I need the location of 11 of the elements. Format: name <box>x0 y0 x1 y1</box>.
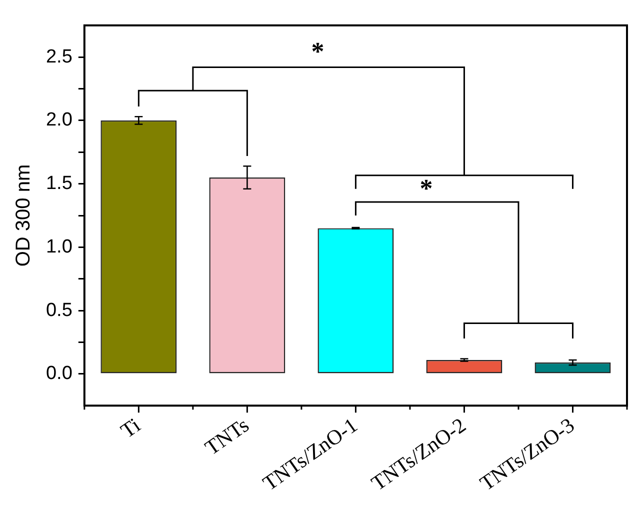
y-tick-label: 2.0 <box>46 110 72 131</box>
y-tick-label: 0.0 <box>46 363 72 384</box>
annotation: * <box>311 37 324 66</box>
y-axis-title: OD 300 nm <box>12 164 35 267</box>
x-tick-label: Ti <box>116 412 145 443</box>
y-tick-label: 0.5 <box>46 300 72 321</box>
y-tick-label: 2.5 <box>46 46 72 68</box>
y-tick-label: 1.5 <box>46 173 72 194</box>
annotation: * <box>420 174 433 203</box>
y-tick-label: 1.0 <box>46 236 72 258</box>
x-tick-label: TNTs <box>200 412 254 460</box>
